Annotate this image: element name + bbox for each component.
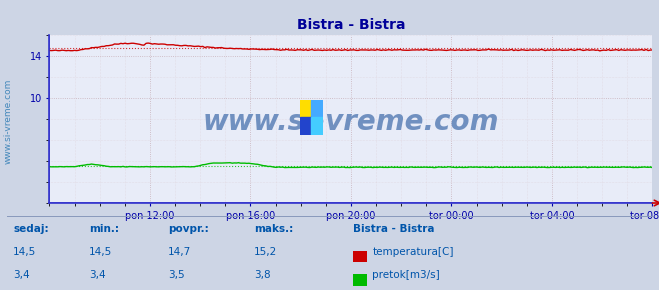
Text: www.si-vreme.com: www.si-vreme.com [3,79,13,164]
Text: sedaj:: sedaj: [13,224,49,234]
Text: min.:: min.: [89,224,119,234]
Title: Bistra - Bistra: Bistra - Bistra [297,18,405,32]
Text: 3,5: 3,5 [168,270,185,280]
Text: 3,8: 3,8 [254,270,270,280]
Text: Bistra - Bistra: Bistra - Bistra [353,224,434,234]
Text: 3,4: 3,4 [89,270,105,280]
Bar [312,117,323,135]
Text: 14,7: 14,7 [168,247,191,257]
Text: maks.:: maks.: [254,224,293,234]
Bar [300,100,312,117]
Text: 15,2: 15,2 [254,247,277,257]
Text: 14,5: 14,5 [13,247,36,257]
Bar [300,117,312,135]
Text: 14,5: 14,5 [89,247,112,257]
Text: www.si-vreme.com: www.si-vreme.com [203,108,499,136]
Text: povpr.:: povpr.: [168,224,209,234]
Bar [312,100,323,117]
Text: pretok[m3/s]: pretok[m3/s] [372,270,440,280]
Text: temperatura[C]: temperatura[C] [372,247,454,257]
Text: 3,4: 3,4 [13,270,30,280]
